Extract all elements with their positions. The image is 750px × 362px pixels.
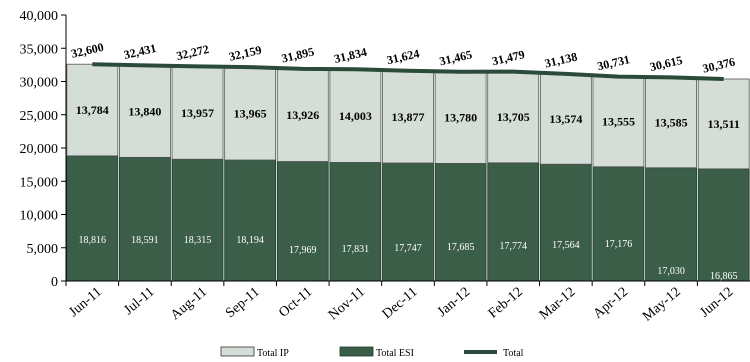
x-tick-label: Dec-11 xyxy=(380,285,421,323)
data-label-total-ip: 13,511 xyxy=(708,117,740,131)
y-tick-label: 10,000 xyxy=(20,209,59,224)
y-tick-label: 30,000 xyxy=(20,76,59,91)
data-label-total: 32,159 xyxy=(228,43,263,64)
bar-total-esi xyxy=(539,163,592,282)
bar-total-ip xyxy=(329,68,382,163)
data-label-total-esi: 17,030 xyxy=(657,266,685,277)
data-label-total-esi: 18,194 xyxy=(236,235,264,246)
x-tick-label: Sep-11 xyxy=(223,285,263,322)
y-axis: 0 5,000 10,000 15,000 20,000 25,000 30,000 35,0… xyxy=(20,9,67,290)
data-label-total: 31,465 xyxy=(438,47,473,68)
data-label-total-esi: 16,865 xyxy=(710,271,738,282)
data-label-total-esi: 17,774 xyxy=(499,241,527,252)
legend-swatch-total-esi xyxy=(339,346,374,357)
bar-total-esi xyxy=(697,168,750,282)
bar-total-esi xyxy=(329,162,382,282)
data-label-total-esi: 17,969 xyxy=(289,245,317,256)
line-total xyxy=(92,62,724,81)
data-label-total-esi: 17,831 xyxy=(342,244,370,255)
data-label-total: 31,895 xyxy=(280,44,315,65)
data-label-total: 31,624 xyxy=(385,46,420,67)
data-label-total-esi: 17,747 xyxy=(394,243,422,254)
legend: Total IP Total ESI Total xyxy=(220,346,524,359)
data-label-total-ip: 13,784 xyxy=(76,103,109,117)
bar-total-esi xyxy=(434,162,487,282)
x-tick-label: Nov-11 xyxy=(326,285,368,324)
data-label-total: 32,431 xyxy=(122,41,157,62)
x-tick-label: Feb-12 xyxy=(486,285,526,322)
total-line-group xyxy=(92,62,724,81)
y-tick-label: 35,000 xyxy=(20,42,59,57)
bar-total-ip xyxy=(171,65,224,160)
y-tick-label: 5,000 xyxy=(27,242,59,257)
data-label-total-ip: 13,840 xyxy=(128,104,161,118)
y-tick-label: 15,000 xyxy=(20,175,59,190)
y-tick-label: 40,000 xyxy=(20,9,59,24)
data-label-total: 31,834 xyxy=(333,45,368,66)
bar-series-group xyxy=(66,63,750,282)
bar-total-esi xyxy=(171,158,224,282)
y-tick-label: 20,000 xyxy=(20,142,59,157)
legend-label-total-ip: Total IP xyxy=(257,348,289,359)
bar-total-esi xyxy=(645,167,697,282)
data-label-total: 32,600 xyxy=(70,40,105,61)
data-label-total: 30,615 xyxy=(649,53,684,74)
data-label-total-esi: 18,315 xyxy=(184,235,212,246)
data-label-total-ip: 13,555 xyxy=(602,115,635,129)
legend-label-total-esi: Total ESI xyxy=(376,348,414,359)
data-label-total-ip: 13,705 xyxy=(497,110,530,124)
bar-total-ip xyxy=(697,78,750,170)
x-tick-label: Jun-12 xyxy=(697,285,736,321)
bar-total-esi xyxy=(487,162,540,282)
data-label-total-ip: 13,877 xyxy=(392,110,425,124)
data-label-total: 31,479 xyxy=(491,47,526,68)
x-axis: Jun-11 Jul-11 Aug-11 Sep-11 Oct-11 Nov-11 Dec-… xyxy=(65,280,750,325)
data-label-total: 32,272 xyxy=(175,42,210,63)
legend-label-total: Total xyxy=(503,348,524,359)
y-tick-label: 25,000 xyxy=(20,109,59,124)
data-label-total-ip: 13,574 xyxy=(549,112,582,126)
data-label-total-ip: 13,965 xyxy=(234,107,267,121)
data-label-total-esi: 17,176 xyxy=(605,239,633,250)
data-label-total: 31,138 xyxy=(543,50,578,71)
data-label-total-ip: 14,003 xyxy=(339,109,372,123)
data-label-total-ip: 13,585 xyxy=(655,116,688,130)
data-label-total-ip: 13,957 xyxy=(181,106,214,120)
data-label-total: 30,376 xyxy=(701,55,736,76)
data-label-total: 30,731 xyxy=(596,52,631,73)
bar-total-ip xyxy=(224,66,277,161)
x-tick-label: May-12 xyxy=(640,285,684,325)
bar-total-ip xyxy=(592,76,645,168)
x-tick-label: Jun-11 xyxy=(66,285,104,321)
bar-total-ip xyxy=(119,64,171,158)
bar-total-esi xyxy=(592,166,645,282)
x-tick-label: Jul-11 xyxy=(121,285,157,319)
bar-total-esi xyxy=(119,156,171,282)
data-label-total-esi: 18,591 xyxy=(131,235,159,246)
x-tick-label: Aug-11 xyxy=(168,285,210,324)
data-label-total-esi: 17,685 xyxy=(447,242,475,253)
bar-total-ip xyxy=(276,68,329,162)
x-tick-label: Jan-12 xyxy=(435,285,473,320)
bar-total-ip xyxy=(66,63,119,157)
bar-total-ip xyxy=(434,71,487,164)
bar-total-esi xyxy=(276,161,329,282)
bar-total-esi xyxy=(224,159,277,282)
x-tick-label: Mar-12 xyxy=(537,285,579,323)
data-label-total-ip: 13,926 xyxy=(286,108,319,122)
bar-total-ip xyxy=(539,73,592,165)
data-label-total-ip: 13,780 xyxy=(444,111,477,125)
data-label-total-esi: 18,816 xyxy=(79,235,107,246)
legend-swatch-total-ip xyxy=(220,346,255,357)
x-tick-label: Oct-11 xyxy=(276,285,315,321)
y-tick-label: 0 xyxy=(51,275,58,290)
bar-total-esi xyxy=(382,162,434,282)
bar-total-esi xyxy=(66,155,119,282)
x-tick-label: Apr-12 xyxy=(591,285,631,322)
data-label-total-esi: 17,564 xyxy=(552,240,580,251)
